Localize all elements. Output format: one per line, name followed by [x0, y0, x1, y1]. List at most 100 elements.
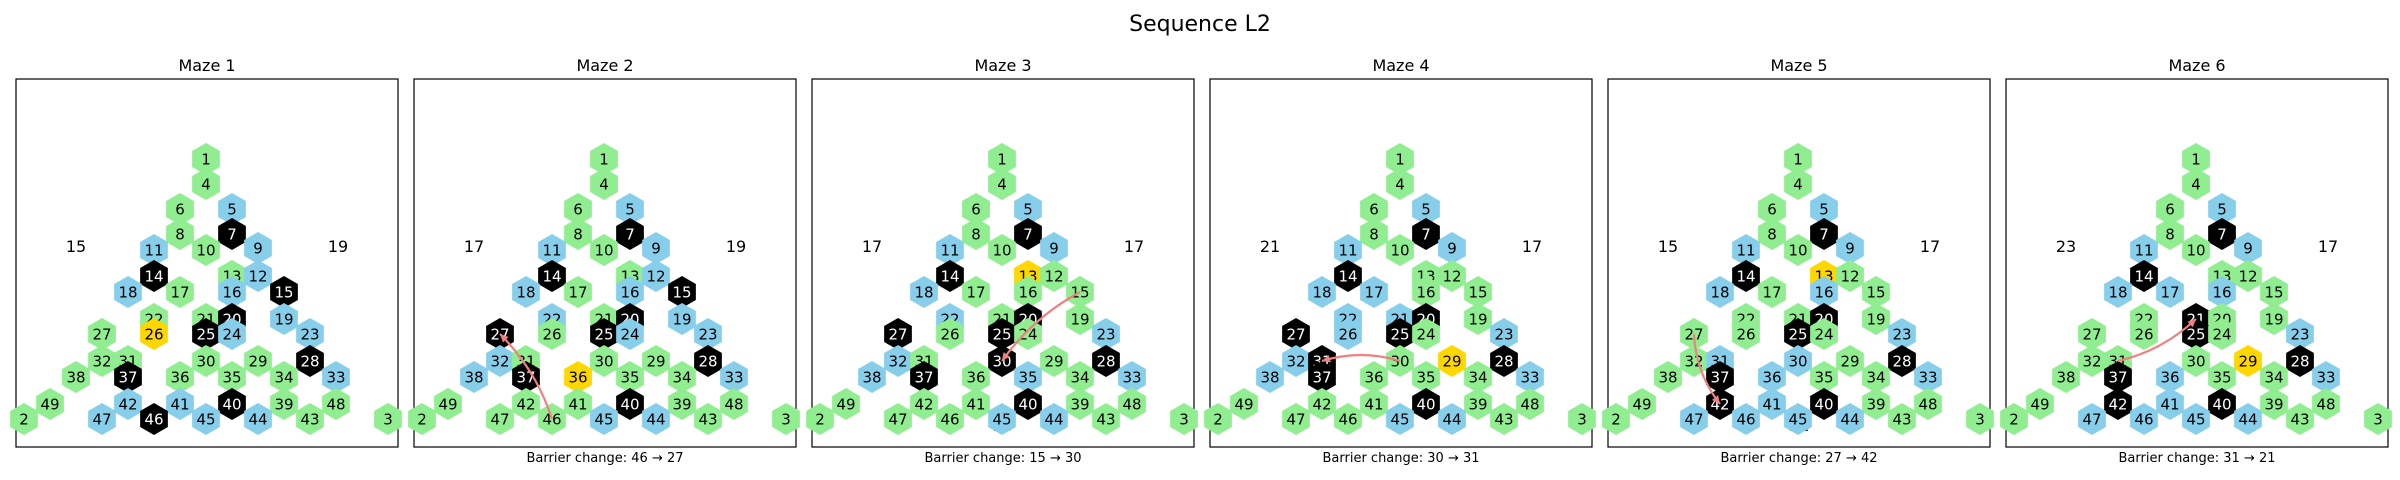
- hex-shape: [668, 361, 696, 393]
- hex-shape: [1784, 234, 1812, 266]
- hex-label: 46: [542, 411, 561, 429]
- hex-shape: [694, 345, 722, 377]
- hex-cell-2: 2: [1204, 403, 1232, 435]
- hex-shape: [1334, 234, 1362, 266]
- hex-label: 7: [1819, 226, 1829, 244]
- hex-cell-27: 27: [1282, 318, 1310, 350]
- hex-cell-25: 25: [988, 318, 1016, 350]
- hex-label: 8: [175, 226, 185, 244]
- hex-cell-24: 24: [616, 318, 644, 350]
- hex-shape: [2208, 361, 2236, 393]
- hex-label: 42: [516, 396, 535, 414]
- hex-cell-49: 49: [36, 388, 64, 420]
- hex-shape: [1810, 218, 1838, 250]
- hex-shape: [1914, 361, 1942, 393]
- maze-title: Maze 4: [1372, 56, 1429, 75]
- hex-cell-1: 1: [1386, 143, 1414, 175]
- hex-shape: [590, 143, 618, 175]
- hex-cell-6: 6: [564, 193, 592, 225]
- hex-cell-14: 14: [538, 260, 566, 292]
- hex-cell-11: 11: [2130, 234, 2158, 266]
- hex-cell-41: 41: [166, 388, 194, 420]
- hex-label: 12: [1044, 268, 1063, 286]
- hex-shape: [192, 318, 220, 350]
- hex-cell-32: 32: [1282, 345, 1310, 377]
- hex-label: 2: [815, 411, 825, 429]
- panel-frame: [1209, 78, 1593, 448]
- hex-shape: [910, 276, 938, 308]
- hex-label: 1: [599, 151, 609, 169]
- hex-label: 6: [175, 201, 185, 219]
- hex-label: 2: [19, 411, 29, 429]
- hex-cell-44: 44: [642, 403, 670, 435]
- hex-label: 29: [1044, 353, 1063, 371]
- hex-shape: [2104, 361, 2132, 393]
- hex-shape: [668, 388, 696, 420]
- hex-shape: [2286, 318, 2314, 350]
- hex-cell-4: 4: [1386, 168, 1414, 200]
- hex-shape: [2182, 403, 2210, 435]
- hex-label: 45: [992, 411, 1011, 429]
- hex-label: 38: [1658, 369, 1677, 387]
- hex-label: 43: [2290, 411, 2309, 429]
- hex-shape: [2026, 388, 2054, 420]
- hex-cell-15: 15: [1464, 276, 1492, 308]
- hex-label: 39: [2264, 396, 2283, 414]
- hex-label: 38: [1260, 369, 1279, 387]
- hex-cell-45: 45: [192, 403, 220, 435]
- hex-shape: [1568, 403, 1596, 435]
- hex-label: 43: [1494, 411, 1513, 429]
- left-count-label: 17: [862, 237, 882, 256]
- hex-label: 3: [383, 411, 393, 429]
- hex-cell-38: 38: [62, 361, 90, 393]
- hex-shape: [270, 276, 298, 308]
- right-count-label: 17: [1522, 237, 1542, 256]
- hex-shape: [668, 303, 696, 335]
- hex-shape: [772, 403, 800, 435]
- hex-label: 39: [672, 396, 691, 414]
- hex-cell-30: 30: [192, 345, 220, 377]
- hex-label: 14: [144, 268, 163, 286]
- hex-label: 19: [1468, 311, 1487, 329]
- hex-shape: [1810, 318, 1838, 350]
- hex-label: 26: [2134, 326, 2153, 344]
- hex-shape: [2234, 232, 2262, 264]
- hex-cell-47: 47: [884, 403, 912, 435]
- hex-label: 16: [1814, 284, 1833, 302]
- hex-shape: [564, 218, 592, 250]
- hex-label: 44: [1840, 411, 1859, 429]
- hex-label: 33: [1122, 369, 1141, 387]
- hex-cell-32: 32: [884, 345, 912, 377]
- hex-shape: [10, 403, 38, 435]
- hex-label: 32: [1286, 353, 1305, 371]
- hex-cell-5: 5: [1810, 193, 1838, 225]
- hex-shape: [2312, 388, 2340, 420]
- hex-label: 1: [201, 151, 211, 169]
- hex-label: 2: [417, 411, 427, 429]
- hex-shape: [962, 193, 990, 225]
- hex-label: 26: [1736, 326, 1755, 344]
- hex-label: 33: [326, 369, 345, 387]
- hex-label: 37: [914, 369, 933, 387]
- hex-shape: [1438, 345, 1466, 377]
- hex-cell-18: 18: [512, 276, 540, 308]
- hex-shape: [322, 388, 350, 420]
- hex-shape: [832, 388, 860, 420]
- hex-cell-8: 8: [962, 218, 990, 250]
- hex-shape: [590, 168, 618, 200]
- hex-cell-45: 45: [1784, 403, 1812, 435]
- hex-shape: [694, 403, 722, 435]
- hex-cell-5: 5: [1014, 193, 1042, 225]
- hex-label: 36: [1762, 369, 1781, 387]
- hex-shape: [512, 361, 540, 393]
- hex-cell-8: 8: [564, 218, 592, 250]
- hex-cell-39: 39: [1066, 388, 1094, 420]
- hex-label: 15: [672, 284, 691, 302]
- hex-shape: [2156, 361, 2184, 393]
- hex-cell-46: 46: [1334, 403, 1362, 435]
- hex-shape: [616, 276, 644, 308]
- hex-label: 37: [1312, 369, 1331, 387]
- hex-cell-8: 8: [166, 218, 194, 250]
- hex-cell-3: 3: [1568, 403, 1596, 435]
- hex-label: 5: [1023, 201, 1033, 219]
